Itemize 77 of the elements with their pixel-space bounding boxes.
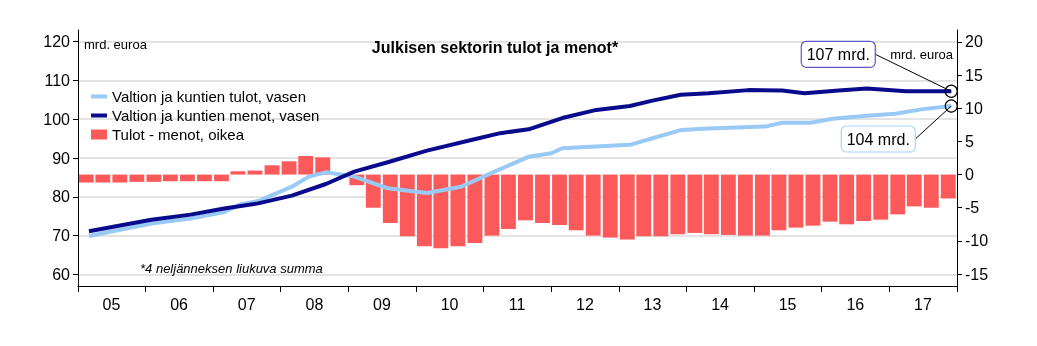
bar (737, 174, 753, 236)
x-tick-label: 05 (102, 295, 121, 313)
y2-axis-title: mrd. euroa (890, 47, 954, 62)
bar (179, 174, 195, 182)
bar (856, 174, 872, 222)
y-tick-label: 80 (52, 188, 71, 206)
x-tick-label: 16 (846, 295, 865, 313)
y2-tick-label: 0 (965, 166, 974, 184)
bar (890, 174, 906, 215)
y-tick-label: 60 (52, 265, 71, 283)
x-tick-label: 10 (440, 295, 459, 313)
bar (467, 174, 483, 243)
y2-tick-label: 15 (965, 66, 983, 84)
x-tick-label: 11 (508, 295, 526, 313)
x-tick-label: 14 (711, 295, 730, 313)
annotation: 107 mrd. (806, 45, 870, 63)
bar (518, 174, 533, 221)
x-tick-label: 17 (914, 295, 932, 313)
bar (687, 174, 703, 233)
y2-tick-label: 20 (965, 33, 983, 51)
bar (923, 174, 939, 208)
bar (906, 174, 922, 207)
bar (720, 174, 736, 235)
x-tick-label: 07 (237, 295, 256, 313)
bar (298, 156, 314, 175)
bar (146, 174, 162, 182)
bar (585, 174, 601, 236)
bar (873, 174, 889, 220)
bar (552, 174, 567, 225)
bar (230, 171, 246, 175)
annotation: 104 mrd. (846, 130, 910, 148)
x-tick-label: 08 (305, 295, 324, 313)
x-tick-label: 13 (643, 295, 662, 313)
y-tick-label: 120 (43, 33, 71, 51)
bar (214, 174, 229, 182)
bar (703, 174, 719, 235)
bar (602, 174, 618, 238)
bar (670, 174, 686, 235)
bar (535, 174, 550, 223)
bar (197, 174, 212, 182)
y2-tick-label: 10 (965, 99, 983, 117)
bar (839, 174, 855, 225)
bar (399, 174, 415, 237)
bar (382, 174, 398, 223)
x-tick-label: 06 (170, 295, 189, 313)
text: Julkisen sektorin tulot ja menot* (371, 38, 619, 56)
bar (264, 165, 280, 175)
bar (129, 174, 145, 182)
bar (281, 161, 297, 175)
x-tick-label: 09 (373, 295, 391, 313)
bar (653, 174, 669, 237)
bar (500, 174, 516, 229)
bar (484, 174, 500, 236)
bar (450, 174, 466, 247)
y-tick-label: 70 (52, 227, 71, 245)
x-tick-label: 12 (575, 295, 594, 313)
bar (247, 170, 263, 175)
bar (788, 174, 804, 228)
bar (805, 174, 821, 226)
bar (112, 174, 128, 183)
legend-label: Tulot - menot, oikea (112, 126, 245, 143)
y2-tick-label: -15 (965, 265, 989, 283)
annotation: *4 neljänneksen liukuva summa (140, 261, 323, 276)
x-tick-label: 15 (778, 295, 797, 313)
y-tick-label: 100 (43, 110, 71, 128)
y2-tick-label: -10 (965, 232, 989, 250)
bar (822, 174, 838, 222)
bar (940, 174, 956, 199)
y-tick-label: 110 (44, 71, 71, 89)
legend-label: Valtion ja kuntien tulot, vasen (112, 88, 307, 105)
bar (162, 174, 178, 182)
bar (568, 174, 584, 231)
y-tick-label: 90 (52, 149, 71, 167)
legend-label: Valtion ja kuntien menot, vasen (112, 107, 320, 124)
y2-tick-label: -5 (965, 199, 980, 217)
y2-tick-label: 5 (965, 132, 974, 150)
y-axis-title: mrd. euroa (84, 37, 148, 52)
